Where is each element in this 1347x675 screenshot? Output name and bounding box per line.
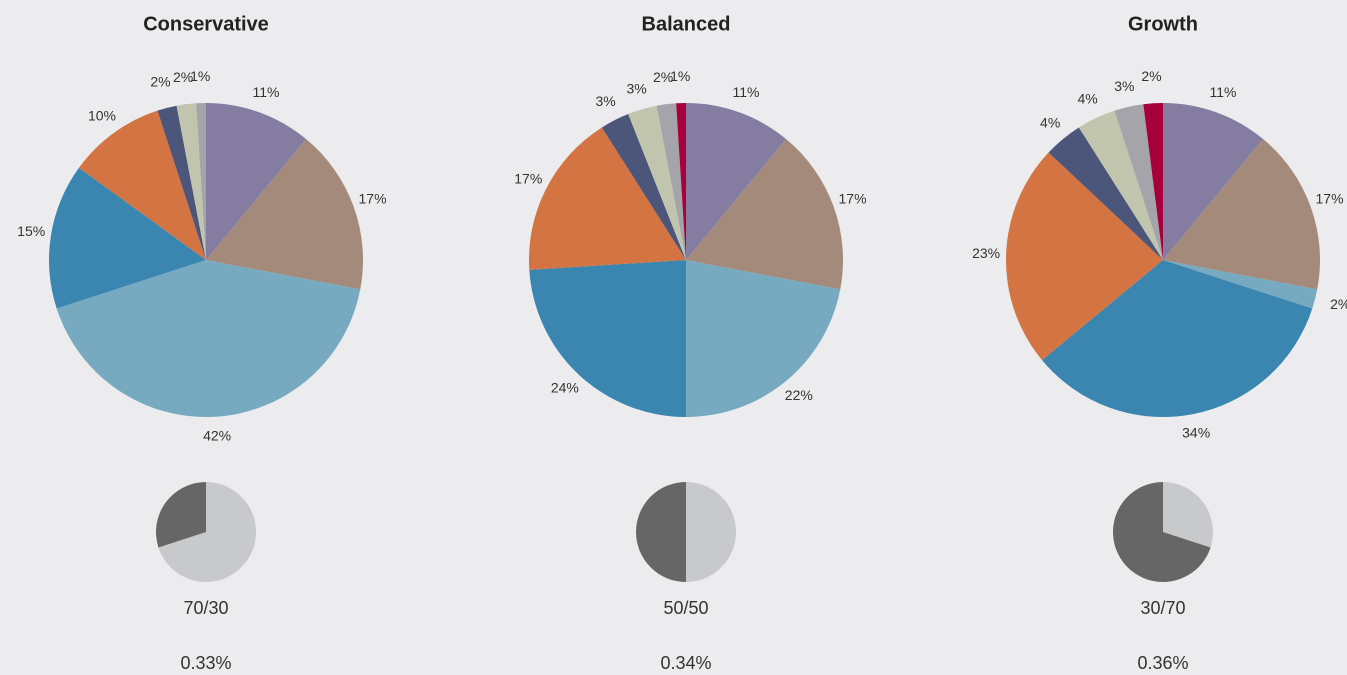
slice-label: 1%	[670, 68, 690, 84]
slice-label: 2%	[1141, 68, 1161, 84]
pie-slice	[1163, 139, 1320, 290]
chart-title: Growth	[1128, 13, 1198, 35]
pie-slice	[1048, 127, 1163, 260]
slice-label: 42%	[203, 427, 231, 443]
pie-slice	[686, 139, 844, 290]
chart-title: Conservative	[143, 13, 269, 35]
slice-label: 17%	[1316, 191, 1344, 207]
pie-slice	[1163, 482, 1214, 548]
pie-slice	[601, 114, 686, 261]
slice-label: 4%	[1078, 91, 1098, 107]
pie-slice	[56, 260, 361, 417]
slice-label: 17%	[839, 191, 867, 207]
slice-label: 24%	[551, 380, 579, 396]
slice-label: 34%	[1182, 425, 1210, 441]
slice-label: 3%	[627, 81, 647, 97]
slice-label: 17%	[359, 191, 387, 207]
pie-slice	[1042, 260, 1313, 417]
slice-label: 15%	[17, 223, 45, 239]
slice-label: 2%	[173, 69, 193, 85]
slice-label: 2%	[653, 69, 673, 85]
pie-slice	[529, 260, 686, 417]
slice-label: 3%	[1114, 78, 1134, 94]
pie-slice	[155, 482, 206, 548]
pie-slice	[1078, 110, 1163, 260]
fee-label: 0.34%	[660, 653, 711, 673]
slice-label: 10%	[88, 108, 116, 124]
slice-label: 1%	[190, 68, 210, 84]
pie-slice	[636, 482, 686, 582]
pie-slice	[529, 127, 686, 270]
fee-label: 0.36%	[1137, 653, 1188, 673]
pie-slice	[1163, 260, 1318, 309]
slice-label: 11%	[732, 84, 759, 100]
slice-label: 2%	[150, 73, 170, 89]
pie-slice	[158, 482, 256, 582]
slice-label: 11%	[1209, 84, 1236, 100]
pie-slice	[656, 103, 686, 260]
allocation-label: 50/50	[663, 598, 708, 618]
allocation-label: 30/70	[1140, 598, 1185, 618]
slice-label: 17%	[514, 170, 542, 186]
slice-label: 11%	[252, 84, 279, 100]
slice-label: 22%	[785, 387, 813, 403]
pie-slice	[686, 260, 841, 417]
pie-slice	[206, 103, 307, 260]
pie-slice	[196, 103, 206, 260]
allocation-label: 70/30	[183, 598, 228, 618]
pie-slice	[206, 139, 363, 290]
pie-slice	[1006, 152, 1163, 361]
pie-slice	[78, 110, 206, 260]
pie-slice	[686, 103, 787, 260]
pie-slice	[48, 167, 206, 309]
pie-slice	[176, 103, 206, 260]
pie-slice	[686, 482, 736, 582]
pie-slice	[1114, 104, 1163, 260]
pie-slice	[1163, 103, 1264, 260]
pie-slice	[157, 105, 206, 260]
fee-label: 0.33%	[180, 653, 231, 673]
slice-label: 23%	[972, 245, 1000, 261]
pie-slice	[628, 105, 686, 260]
pie-slice	[1113, 482, 1211, 582]
pie-slice	[676, 103, 686, 260]
pie-slice	[1143, 103, 1163, 260]
slice-label: 2%	[1330, 296, 1347, 312]
slice-label: 4%	[1040, 114, 1060, 130]
chart-title: Balanced	[642, 13, 731, 35]
slice-label: 3%	[596, 93, 616, 109]
